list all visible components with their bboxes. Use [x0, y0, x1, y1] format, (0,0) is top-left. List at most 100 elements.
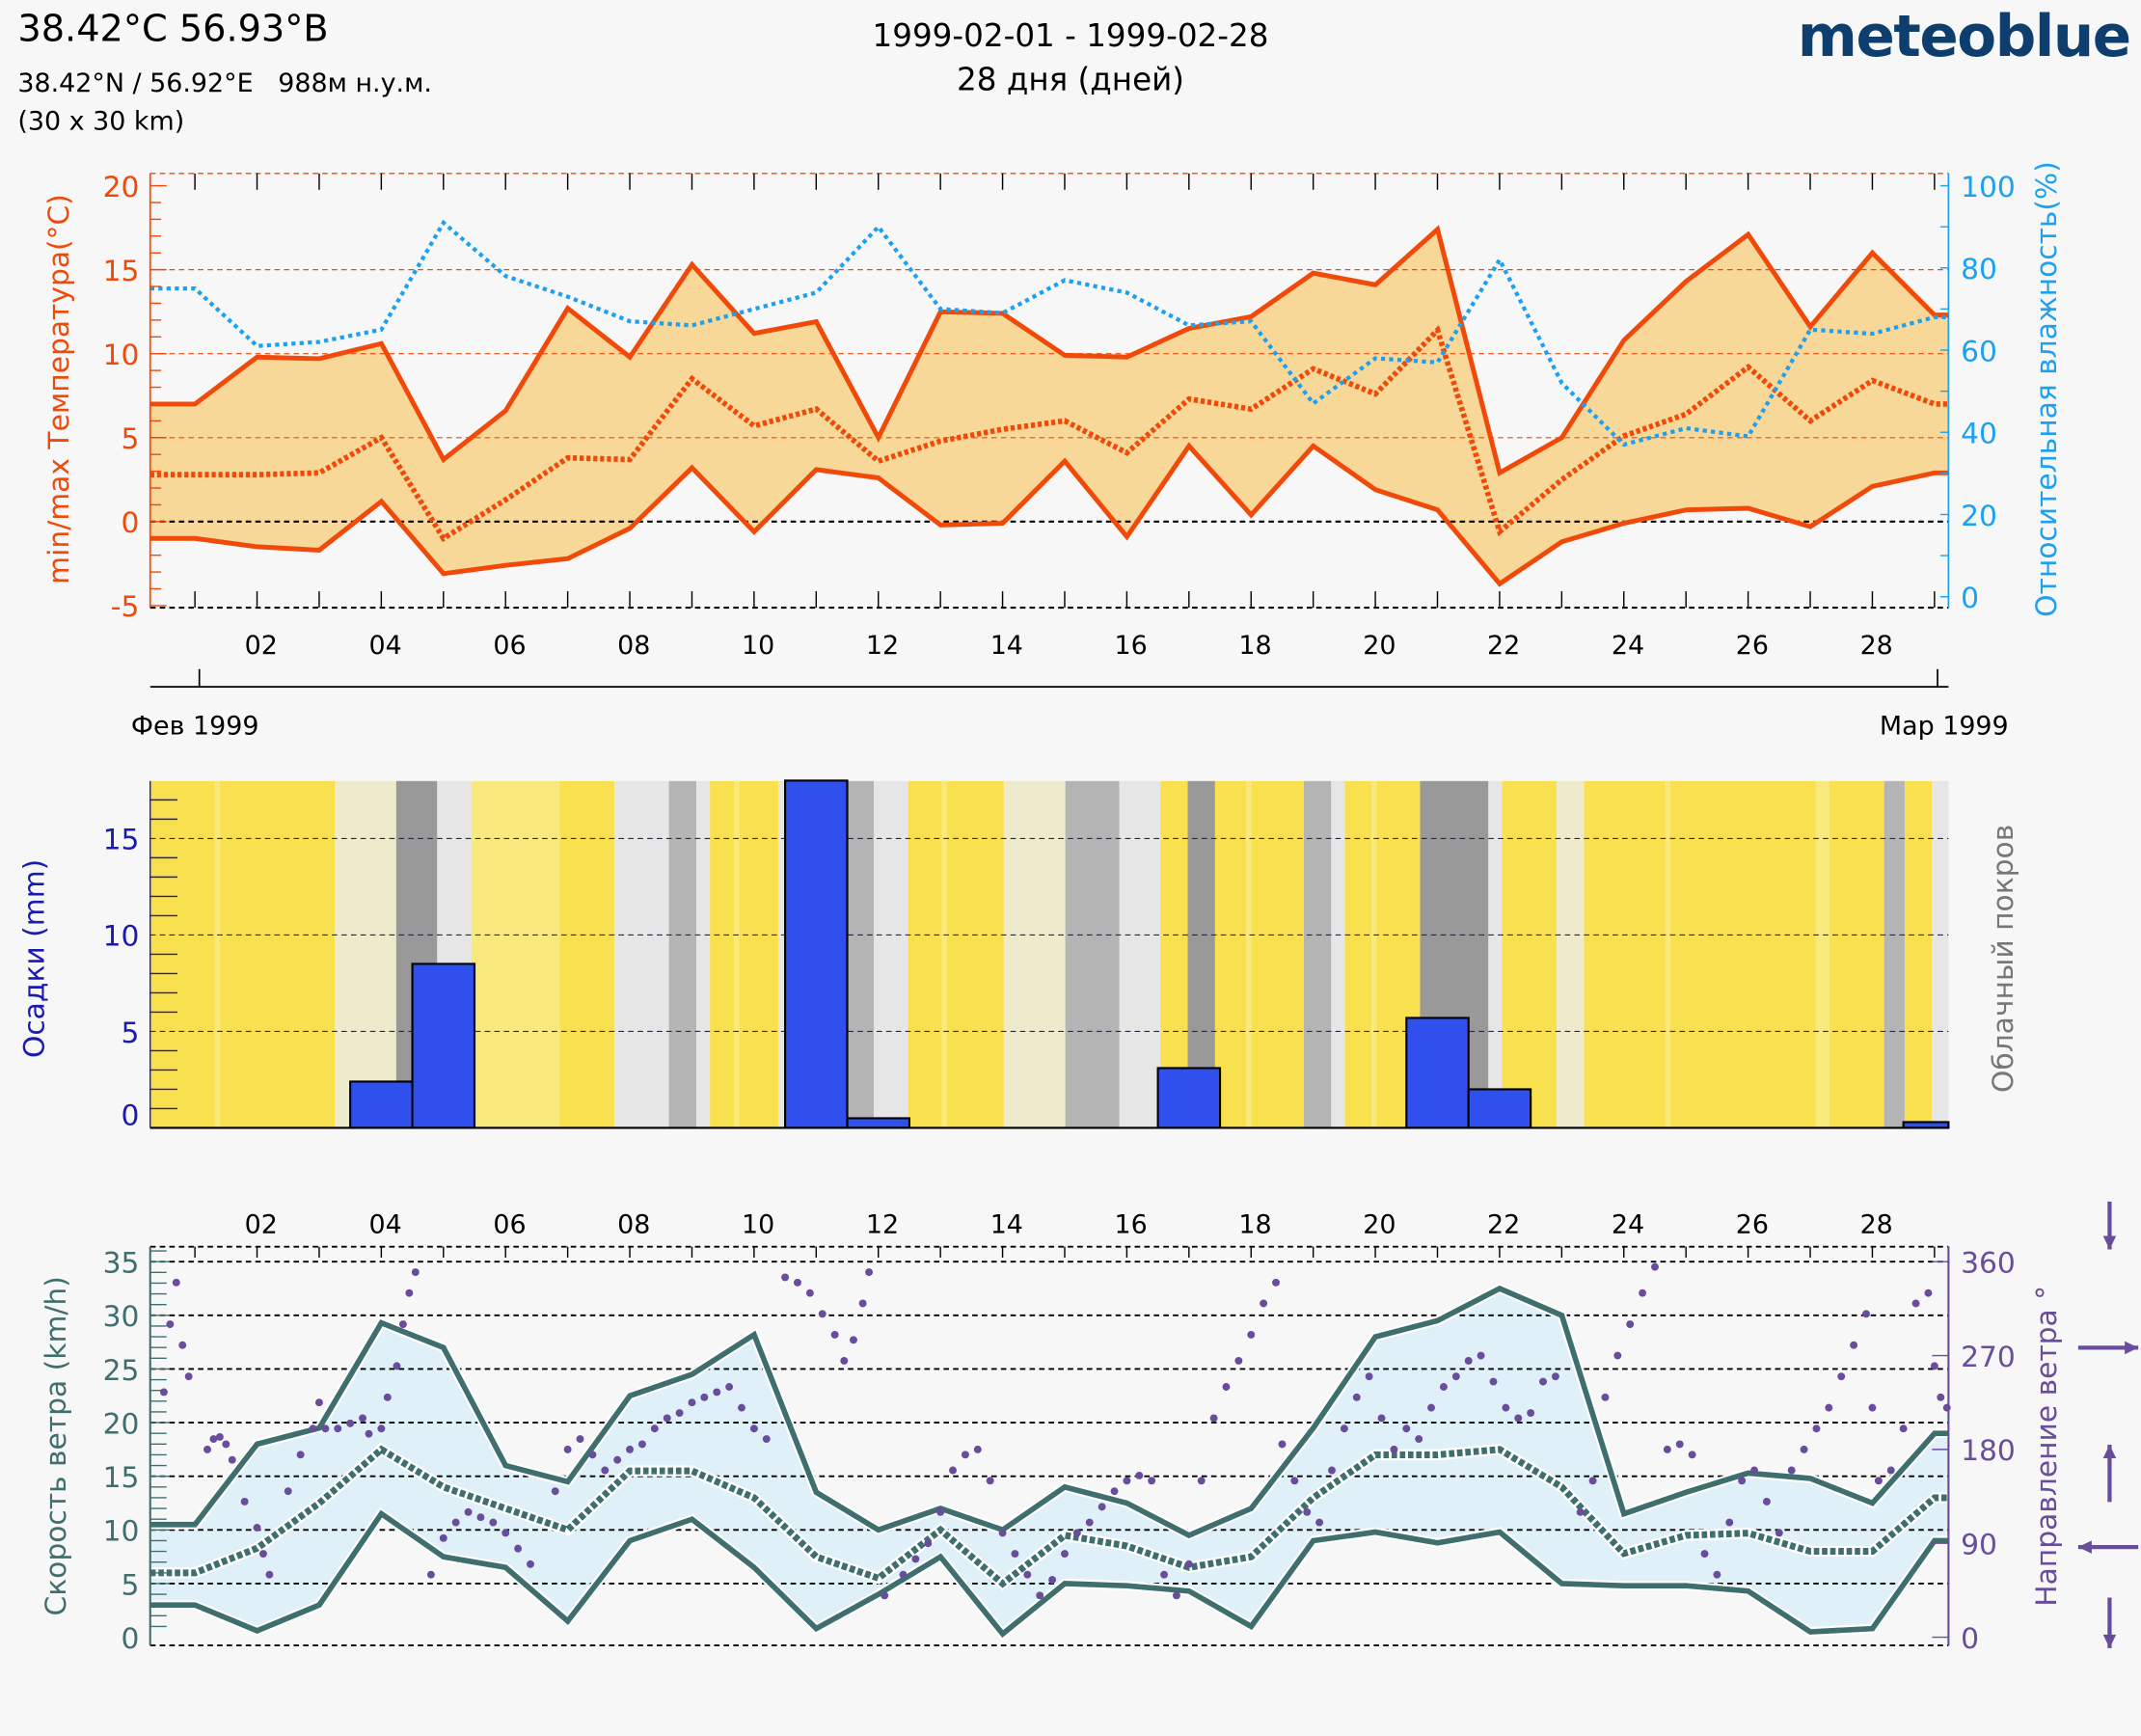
wind-direction-point: [700, 1393, 709, 1401]
precipitation-bar: [784, 779, 849, 1129]
wind-direction-point: [1588, 1477, 1597, 1485]
wind-direction-point: [1303, 1507, 1312, 1516]
wind-direction-point: [1911, 1299, 1920, 1308]
wind-direction-point: [1123, 1477, 1131, 1485]
wind-direction-point: [1837, 1372, 1846, 1381]
wind-direction-point: [1197, 1477, 1206, 1485]
wind-direction-point: [1160, 1570, 1169, 1579]
north-wind-arrow-icon-bottom-head: [2102, 1634, 2117, 1648]
wind-direction-point: [476, 1513, 485, 1522]
wind-range-fill: [149, 1288, 1949, 1635]
wind-direction-point: [865, 1268, 874, 1276]
mean-temperature-line: [149, 324, 1949, 543]
day-label: 08: [617, 631, 650, 661]
humidity-tick-label: 80: [1961, 253, 1997, 286]
wind-direction-point: [1613, 1351, 1622, 1360]
precipitation-bar: [349, 1080, 414, 1129]
wind-direction-point: [377, 1424, 386, 1433]
month-end-label: Мар 1999: [1880, 712, 2009, 742]
wind-direction-point: [1713, 1570, 1721, 1579]
cloud-cover-band: [695, 780, 711, 1128]
wind-direction-point: [749, 1424, 758, 1433]
wind-direction-point: [1775, 1529, 1783, 1537]
wind-direction-point: [1072, 1529, 1081, 1537]
temperature-tick-label: 10: [103, 339, 140, 372]
wind-direction-point: [1365, 1372, 1373, 1381]
wind-direction-point: [576, 1435, 584, 1444]
wind-direction-point: [228, 1455, 236, 1464]
wind-direction-point: [650, 1424, 659, 1433]
wind-direction-point: [1222, 1383, 1231, 1391]
day-label: 26: [1736, 1209, 1769, 1239]
wind-direction-point: [1427, 1403, 1436, 1412]
wind-direction-point: [284, 1487, 292, 1496]
wind-direction-point: [1439, 1383, 1448, 1391]
day-label: 18: [1238, 631, 1271, 661]
wind-direction-point: [1377, 1414, 1386, 1423]
wind-direction-point: [613, 1455, 622, 1464]
precipitation-bar: [846, 1117, 910, 1129]
direction-tick-label: 0: [1961, 1622, 1979, 1656]
cloud-axis-title: Облачный покров: [1987, 825, 2020, 1093]
wind-direction-point: [1234, 1356, 1243, 1365]
wind-direction-point: [998, 1529, 1007, 1537]
day-label: 04: [369, 1209, 402, 1239]
wind-direction-point: [1110, 1487, 1119, 1496]
wind-direction-point: [1464, 1356, 1473, 1365]
wind-speed-tick-label: 15: [103, 1461, 140, 1495]
min-wind-line: [149, 1509, 1949, 1639]
cloud-cover-band: [613, 780, 669, 1128]
cloud-cover-band: [1502, 780, 1558, 1128]
west-wind-arrow-icon-head: [2077, 1540, 2092, 1554]
wind-direction-point: [1184, 1560, 1193, 1568]
wind-direction-point: [501, 1529, 510, 1537]
day-label: 06: [493, 631, 526, 661]
month-start-label: Фев 1999: [131, 712, 259, 742]
wind-direction-point: [203, 1445, 211, 1453]
cloud-cover-band: [1065, 780, 1120, 1128]
direction-tick-label: 360: [1961, 1247, 2016, 1281]
humidity-line: [149, 219, 1949, 448]
wind-direction-point: [253, 1524, 261, 1532]
cloud-cover-band: [1829, 780, 1884, 1128]
direction-tick-label: 180: [1961, 1434, 2016, 1468]
wind-speed-tick-label: 5: [121, 1568, 139, 1602]
wind-direction-point: [1390, 1445, 1398, 1453]
day-label: 28: [1860, 1209, 1893, 1239]
humidity-tick-label: 20: [1961, 500, 1997, 533]
wind-speed-tick-label: 0: [121, 1622, 139, 1656]
wind-direction-point: [1899, 1424, 1908, 1433]
day-label: 26: [1736, 631, 1769, 661]
cloud-cover-band: [149, 780, 336, 1128]
humidity-tick-label: 0: [1961, 582, 1979, 615]
wind-direction-point: [1750, 1466, 1759, 1475]
cloud-cover-band: [471, 780, 560, 1128]
temperature-range-fill: [149, 229, 1949, 584]
wind-direction-point: [321, 1424, 330, 1433]
wind-direction-point: [215, 1432, 224, 1441]
wind-direction-point: [1812, 1424, 1821, 1433]
wind-direction-point: [551, 1487, 559, 1496]
day-label: 02: [245, 631, 278, 661]
temperature-tick-label: 0: [121, 506, 139, 540]
cloud-cover-band: [1884, 780, 1905, 1128]
cloud-cover-stripe: [1370, 780, 1377, 1128]
wind-direction-point: [1247, 1330, 1256, 1339]
wind-direction-point: [986, 1477, 994, 1485]
cloud-cover-band: [1488, 780, 1503, 1128]
wind-direction-point: [781, 1273, 790, 1282]
wind-direction-point: [1085, 1518, 1094, 1527]
max-temperature-line: [149, 225, 1949, 477]
wind-direction-point: [209, 1435, 218, 1444]
wind-direction-point: [1868, 1403, 1877, 1412]
wind-direction-point: [881, 1591, 889, 1600]
meteoblue-logo: meteoblue: [1797, 2, 2131, 70]
day-label: 22: [1487, 631, 1520, 661]
day-label: 10: [742, 1209, 774, 1239]
wind-direction-point: [159, 1388, 168, 1397]
wind-direction-point: [1688, 1451, 1696, 1459]
wind-direction-point: [1663, 1445, 1671, 1453]
wind-direction-point: [924, 1539, 933, 1548]
humidity-tick-label: 100: [1961, 171, 2016, 204]
